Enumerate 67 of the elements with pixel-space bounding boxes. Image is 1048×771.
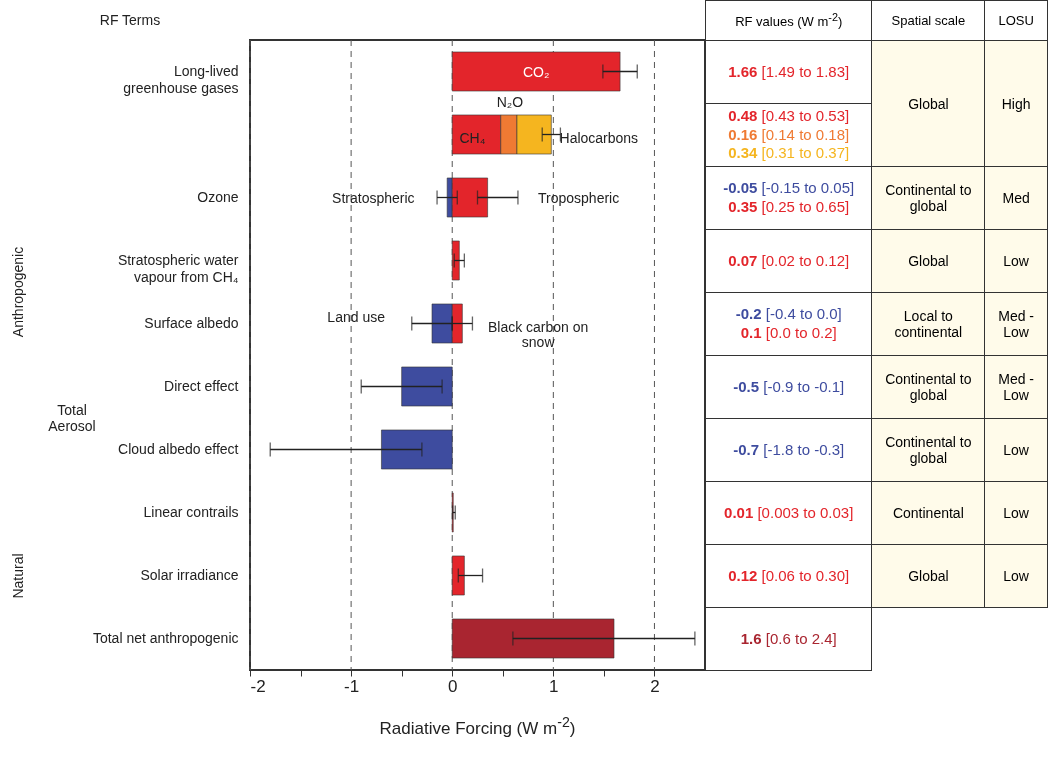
text: Continental to global	[871, 355, 985, 419]
text: Spatial scale	[871, 0, 985, 41]
text: Low	[984, 418, 1048, 482]
x-tick-label: 2	[650, 676, 660, 696]
annotation: N₂O	[496, 93, 524, 110]
x-axis-title: Radiative Forcing (W m$^{-2}$)	[379, 714, 576, 739]
text: -0.5 [-0.9 to -0.1]	[732, 377, 846, 397]
text: Med	[984, 166, 1048, 230]
text: Med - Low	[984, 355, 1048, 419]
text: Continental	[871, 481, 985, 545]
annotation: CH₄	[459, 129, 486, 146]
text: -0.05 [-0.15 to 0.05]	[722, 179, 856, 198]
text: -0.2 [-0.4 to 0.0]	[734, 305, 843, 324]
annotation: Stratospheric	[332, 189, 415, 206]
text: 0.35 [0.25 to 0.65]	[727, 198, 851, 217]
text: RF Terms	[99, 12, 161, 28]
x-tick-label: 0	[447, 676, 458, 696]
y-tick-label: Solar irradiance	[140, 566, 239, 583]
text: LOSU	[984, 0, 1048, 41]
x-tick-label: -2	[250, 676, 266, 696]
annotation: CO₂	[522, 63, 550, 80]
bar	[451, 177, 488, 218]
text: Global	[871, 229, 985, 293]
text: Natural	[10, 552, 26, 599]
text: 0.48 [0.43 to 0.53]	[727, 106, 851, 126]
y-tick-label: Direct effect	[164, 377, 239, 394]
y-tick-label: Linear contrails	[143, 503, 239, 520]
text: Total Aerosol	[47, 402, 97, 434]
text: Low	[984, 481, 1048, 545]
text: Low	[984, 544, 1048, 608]
bar	[451, 555, 465, 596]
text: Global	[871, 544, 985, 608]
y-tick-label: Ozone	[197, 188, 239, 205]
text: 1.66 [1.49 to 1.83]	[727, 62, 851, 82]
annotation: Tropospheric	[538, 189, 620, 206]
bar	[451, 51, 621, 92]
text: Continental to global	[871, 166, 985, 230]
text: -0.7 [-1.8 to -0.3]	[732, 440, 846, 460]
y-tick-label: Stratospheric water vapour from CH₄	[117, 251, 239, 285]
y-tick-label: Cloud albedo effect	[118, 440, 239, 457]
x-tick-label: 1	[549, 676, 559, 696]
text: 1.6 [0.6 to 2.4]	[739, 629, 838, 649]
bar	[401, 366, 453, 407]
bar	[451, 618, 615, 659]
bar	[451, 240, 460, 281]
text: Global	[871, 40, 985, 167]
text: High	[984, 40, 1048, 167]
y-tick-label: Surface albedo	[144, 314, 239, 331]
annotation: Halocarbons	[559, 129, 639, 146]
annotation: Land use	[327, 309, 385, 326]
y-tick-label: Total net anthropogenic	[92, 629, 239, 646]
text: 0.12 [0.06 to 0.30]	[727, 566, 851, 586]
text: 0.16 [0.14 to 0.18]	[727, 125, 851, 145]
text: Low	[984, 229, 1048, 293]
bar	[381, 429, 453, 470]
text: 0.07 [0.02 to 0.12]	[727, 251, 851, 271]
text: Med - Low	[984, 292, 1048, 356]
text: 0.34 [0.31 to 0.37]	[727, 144, 851, 164]
text: Continental to global	[871, 418, 985, 482]
y-tick-label: Long-lived greenhouse gases	[123, 62, 239, 96]
text: Anthropogenic	[10, 246, 26, 338]
annotation: Black carbon on snow	[486, 318, 590, 351]
text: Local to continental	[871, 292, 985, 356]
text: RF values (W m$^{-2}$)	[705, 0, 872, 41]
x-tick-label: -1	[344, 676, 360, 696]
text: 0.01 [0.003 to 0.03]	[723, 503, 855, 523]
text: 0.1 [0.0 to 0.2]	[739, 324, 838, 343]
